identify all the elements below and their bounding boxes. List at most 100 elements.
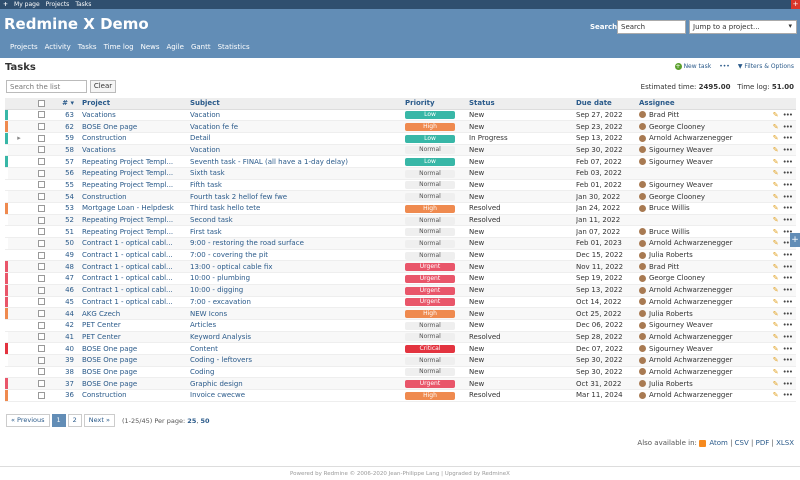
task-id[interactable]: 63 bbox=[52, 109, 82, 122]
edit-icon[interactable]: ✎ bbox=[772, 227, 779, 236]
row-select[interactable] bbox=[30, 225, 52, 239]
table-row[interactable]: ▸ 59 Construction Detail Low In Progress Sep 1… bbox=[5, 132, 796, 145]
edit-icon[interactable]: ✎ bbox=[772, 251, 779, 260]
task-project[interactable]: AKG Czech bbox=[82, 307, 190, 320]
task-assignee[interactable]: George Clooney bbox=[639, 272, 747, 285]
table-row[interactable]: 49 Contract 1 - optical cabl... 7:00 - cov… bbox=[5, 249, 796, 262]
more-icon[interactable]: ••• bbox=[782, 192, 793, 201]
select-all-header[interactable] bbox=[30, 98, 52, 110]
col-status[interactable]: Status bbox=[469, 98, 576, 110]
row-checkbox[interactable] bbox=[37, 123, 45, 131]
task-assignee[interactable]: Brad Pitt bbox=[639, 109, 747, 122]
row-checkbox[interactable] bbox=[37, 274, 45, 282]
task-id[interactable]: 36 bbox=[52, 389, 82, 402]
task-id[interactable]: 62 bbox=[52, 120, 82, 133]
table-row[interactable]: 44 AKG Czech NEW Icons High New Oct 25, 2022 J… bbox=[5, 307, 796, 320]
task-subject[interactable]: Detail bbox=[190, 132, 405, 145]
task-id[interactable]: 56 bbox=[52, 167, 82, 180]
filters-button[interactable]: ▼ Filters & Options bbox=[738, 63, 794, 70]
menu-tasks[interactable]: Tasks bbox=[77, 43, 97, 51]
row-select[interactable] bbox=[30, 354, 52, 367]
task-project[interactable]: Contract 1 - optical cabl... bbox=[82, 284, 190, 297]
task-project[interactable]: Contract 1 - optical cabl... bbox=[82, 249, 190, 262]
more-icon[interactable]: ••• bbox=[782, 344, 793, 353]
table-row[interactable]: 48 Contract 1 - optical cabl... 13:00 - op… bbox=[5, 260, 796, 274]
row-checkbox[interactable] bbox=[37, 380, 45, 388]
edit-icon[interactable]: ✎ bbox=[772, 367, 779, 376]
row-checkbox[interactable] bbox=[37, 391, 45, 399]
col-assignee[interactable]: Assignee bbox=[639, 98, 747, 110]
more-icon[interactable]: ••• bbox=[782, 367, 793, 376]
row-checkbox[interactable] bbox=[37, 298, 45, 306]
task-project[interactable]: Construction bbox=[82, 190, 190, 203]
edit-icon[interactable]: ✎ bbox=[772, 122, 779, 131]
project-jump-select[interactable]: Jump to a project... ▾ bbox=[689, 20, 797, 34]
format-csv[interactable]: CSV bbox=[734, 439, 749, 447]
table-row[interactable]: 41 PET Center Keyword Analysis Normal Resolv… bbox=[5, 331, 796, 344]
task-assignee[interactable]: Bruce Willis bbox=[639, 225, 747, 239]
page-1-button[interactable]: 1 bbox=[51, 414, 66, 427]
task-id[interactable]: 44 bbox=[52, 307, 82, 320]
task-subject[interactable]: Fifth task bbox=[190, 179, 405, 192]
table-row[interactable]: 50 Contract 1 - optical cabl... 9:00 - res… bbox=[5, 237, 796, 250]
row-select[interactable] bbox=[30, 214, 52, 227]
more-icon[interactable]: ••• bbox=[782, 297, 793, 306]
row-checkbox[interactable] bbox=[37, 321, 45, 329]
list-search-input[interactable]: Search the list bbox=[6, 80, 87, 93]
row-checkbox[interactable] bbox=[37, 193, 45, 201]
row-select[interactable] bbox=[30, 366, 52, 379]
task-id[interactable]: 53 bbox=[52, 202, 82, 215]
more-icon[interactable]: ••• bbox=[782, 286, 793, 295]
row-select[interactable] bbox=[30, 296, 52, 309]
task-project[interactable]: Construction bbox=[82, 389, 190, 402]
task-project[interactable]: BOSE One page bbox=[82, 377, 190, 390]
menu-gantt[interactable]: Gantt bbox=[190, 43, 211, 51]
task-assignee[interactable]: Sigourney Weaver bbox=[639, 179, 747, 192]
more-icon[interactable]: ••• bbox=[782, 321, 793, 330]
table-row[interactable]: 45 Contract 1 - optical cabl... 7:00 - exc… bbox=[5, 296, 796, 309]
task-project[interactable]: PET Center bbox=[82, 331, 190, 344]
row-select[interactable] bbox=[30, 342, 52, 355]
task-subject[interactable]: NEW Icons bbox=[190, 307, 405, 320]
task-project[interactable]: Repeating Project Templ... bbox=[82, 225, 190, 239]
task-subject[interactable]: 10:00 - plumbing bbox=[190, 272, 405, 285]
table-row[interactable]: 47 Contract 1 - optical cabl... 10:00 - pl… bbox=[5, 272, 796, 285]
top-link-my-page[interactable]: My page bbox=[14, 1, 40, 8]
task-project[interactable]: PET Center bbox=[82, 319, 190, 332]
row-select[interactable] bbox=[30, 167, 52, 180]
task-subject[interactable]: Third task hello tete bbox=[190, 202, 405, 215]
select-all-checkbox[interactable] bbox=[37, 99, 45, 107]
row-checkbox[interactable] bbox=[37, 239, 45, 247]
menu-time-log[interactable]: Time log bbox=[103, 43, 134, 51]
edit-icon[interactable]: ✎ bbox=[772, 286, 779, 295]
task-id[interactable]: 41 bbox=[52, 331, 82, 344]
row-select[interactable] bbox=[30, 272, 52, 285]
task-project[interactable]: Repeating Project Templ... bbox=[82, 214, 190, 227]
menu-statistics[interactable]: Statistics bbox=[217, 43, 250, 51]
task-project[interactable]: BOSE One page bbox=[82, 366, 190, 379]
more-icon[interactable]: ••• bbox=[782, 274, 793, 283]
row-checkbox[interactable] bbox=[37, 251, 45, 259]
table-row[interactable]: 57 Repeating Project Templ... Seventh task… bbox=[5, 155, 796, 168]
clear-button[interactable]: Clear bbox=[90, 80, 116, 93]
row-select[interactable] bbox=[30, 190, 52, 203]
col-priority[interactable]: Priority bbox=[405, 98, 469, 110]
edit-icon[interactable]: ✎ bbox=[772, 216, 779, 225]
table-row[interactable]: 39 BOSE One page Coding - leftovers Normal N… bbox=[5, 354, 796, 367]
task-assignee[interactable]: Arnold Achwarzenegger bbox=[639, 331, 747, 344]
more-icon[interactable]: ••• bbox=[782, 134, 793, 143]
edit-icon[interactable]: ✎ bbox=[772, 297, 779, 306]
more-icon[interactable]: ••• bbox=[782, 216, 793, 225]
sidebar-toggle-icon[interactable]: + bbox=[790, 233, 800, 247]
task-id[interactable]: 57 bbox=[52, 155, 82, 168]
edit-icon[interactable]: ✎ bbox=[772, 321, 779, 330]
table-row[interactable]: 56 Repeating Project Templ... Sixth task No… bbox=[5, 167, 796, 180]
task-assignee[interactable]: Sigourney Weaver bbox=[639, 319, 747, 332]
task-assignee[interactable]: Brad Pitt bbox=[639, 260, 747, 274]
edit-icon[interactable]: ✎ bbox=[772, 180, 779, 189]
add-icon[interactable]: + bbox=[791, 0, 800, 9]
more-icon[interactable]: ••• bbox=[782, 122, 793, 131]
task-subject[interactable]: Vacation bbox=[190, 144, 405, 157]
task-assignee[interactable]: Arnold Achwarzenegger bbox=[639, 366, 747, 379]
task-project[interactable]: BOSE One page bbox=[82, 342, 190, 355]
